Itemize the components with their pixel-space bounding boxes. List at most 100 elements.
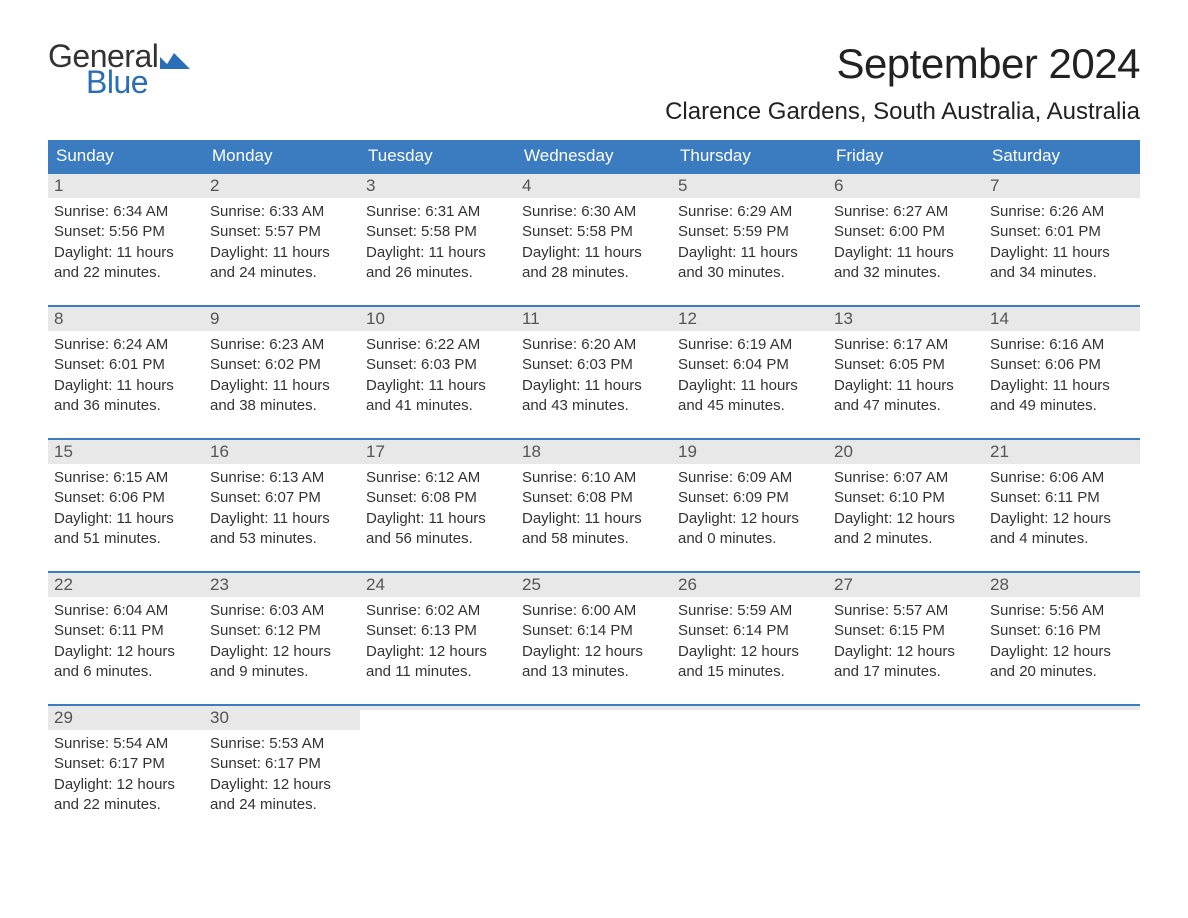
day-cell xyxy=(516,706,672,823)
sunset-line: Sunset: 5:58 PM xyxy=(366,222,510,242)
daynum-row: 20 xyxy=(828,440,984,464)
week-row: 15Sunrise: 6:15 AMSunset: 6:06 PMDayligh… xyxy=(48,438,1140,557)
day-cell xyxy=(672,706,828,823)
sunset-line: Sunset: 6:15 PM xyxy=(834,621,978,641)
day-number: 26 xyxy=(678,575,697,594)
daynum-row: 6 xyxy=(828,174,984,198)
sunset-line: Sunset: 6:08 PM xyxy=(522,488,666,508)
day-number: 3 xyxy=(366,176,375,195)
day-body: Sunrise: 6:06 AMSunset: 6:11 PMDaylight:… xyxy=(984,464,1140,557)
sunrise-line: Sunrise: 6:29 AM xyxy=(678,202,822,222)
sunrise-line: Sunrise: 6:20 AM xyxy=(522,335,666,355)
day-cell xyxy=(360,706,516,823)
dow-saturday: Saturday xyxy=(984,140,1140,172)
day-number: 23 xyxy=(210,575,229,594)
daynum-row: 23 xyxy=(204,573,360,597)
sunrise-line: Sunrise: 6:07 AM xyxy=(834,468,978,488)
day-cell: 11Sunrise: 6:20 AMSunset: 6:03 PMDayligh… xyxy=(516,307,672,424)
week-row: 8Sunrise: 6:24 AMSunset: 6:01 PMDaylight… xyxy=(48,305,1140,424)
day-cell: 17Sunrise: 6:12 AMSunset: 6:08 PMDayligh… xyxy=(360,440,516,557)
flag-icon xyxy=(160,47,190,69)
day-cell: 2Sunrise: 6:33 AMSunset: 5:57 PMDaylight… xyxy=(204,174,360,291)
daynum-row: 30 xyxy=(204,706,360,730)
day-number: 10 xyxy=(366,309,385,328)
daylight-line: Daylight: 11 hours and 49 minutes. xyxy=(990,376,1134,417)
daynum-row: 15 xyxy=(48,440,204,464)
daynum-row: 3 xyxy=(360,174,516,198)
day-cell: 26Sunrise: 5:59 AMSunset: 6:14 PMDayligh… xyxy=(672,573,828,690)
daylight-line: Daylight: 11 hours and 22 minutes. xyxy=(54,243,198,284)
daynum-row: 28 xyxy=(984,573,1140,597)
day-body: Sunrise: 6:03 AMSunset: 6:12 PMDaylight:… xyxy=(204,597,360,690)
day-cell: 29Sunrise: 5:54 AMSunset: 6:17 PMDayligh… xyxy=(48,706,204,823)
day-body: Sunrise: 6:24 AMSunset: 6:01 PMDaylight:… xyxy=(48,331,204,424)
sunrise-line: Sunrise: 6:10 AM xyxy=(522,468,666,488)
location: Clarence Gardens, South Australia, Austr… xyxy=(665,98,1140,126)
sunset-line: Sunset: 6:03 PM xyxy=(522,355,666,375)
day-body: Sunrise: 6:26 AMSunset: 6:01 PMDaylight:… xyxy=(984,198,1140,291)
day-number: 24 xyxy=(366,575,385,594)
day-body: Sunrise: 6:20 AMSunset: 6:03 PMDaylight:… xyxy=(516,331,672,424)
daynum-row: 12 xyxy=(672,307,828,331)
day-number: 8 xyxy=(54,309,63,328)
day-number: 2 xyxy=(210,176,219,195)
day-cell: 13Sunrise: 6:17 AMSunset: 6:05 PMDayligh… xyxy=(828,307,984,424)
sunrise-line: Sunrise: 6:06 AM xyxy=(990,468,1134,488)
sunset-line: Sunset: 6:05 PM xyxy=(834,355,978,375)
day-body: Sunrise: 6:12 AMSunset: 6:08 PMDaylight:… xyxy=(360,464,516,557)
daynum-row: 17 xyxy=(360,440,516,464)
day-body: Sunrise: 6:31 AMSunset: 5:58 PMDaylight:… xyxy=(360,198,516,291)
daynum-row: 22 xyxy=(48,573,204,597)
daylight-line: Daylight: 11 hours and 32 minutes. xyxy=(834,243,978,284)
day-number: 22 xyxy=(54,575,73,594)
daylight-line: Daylight: 12 hours and 22 minutes. xyxy=(54,775,198,816)
day-cell: 23 Sunrise: 6:03 AMSunset: 6:12 PMDayligh… xyxy=(204,573,360,690)
daynum-row: 16 xyxy=(204,440,360,464)
sunrise-line: Sunrise: 6:00 AM xyxy=(522,601,666,621)
sunset-line: Sunset: 6:07 PM xyxy=(210,488,354,508)
day-body: Sunrise: 5:54 AMSunset: 6:17 PMDaylight:… xyxy=(48,730,204,823)
calendar: SundayMondayTuesdayWednesdayThursdayFrid… xyxy=(48,140,1140,823)
sunrise-line: Sunrise: 6:16 AM xyxy=(990,335,1134,355)
sunset-line: Sunset: 6:06 PM xyxy=(990,355,1134,375)
day-cell: 30Sunrise: 5:53 AMSunset: 6:17 PMDayligh… xyxy=(204,706,360,823)
sunrise-line: Sunrise: 6:31 AM xyxy=(366,202,510,222)
day-body: Sunrise: 6:07 AMSunset: 6:10 PMDaylight:… xyxy=(828,464,984,557)
day-number: 9 xyxy=(210,309,219,328)
daynum-row: 10 xyxy=(360,307,516,331)
day-number: 4 xyxy=(522,176,531,195)
day-number: 27 xyxy=(834,575,853,594)
sunrise-line: Sunrise: 6:17 AM xyxy=(834,335,978,355)
day-number: 21 xyxy=(990,442,1009,461)
day-number: 28 xyxy=(990,575,1009,594)
sunrise-line: Sunrise: 6:04 AM xyxy=(54,601,198,621)
sunrise-line: Sunrise: 5:56 AM xyxy=(990,601,1134,621)
day-cell: 18Sunrise: 6:10 AMSunset: 6:08 PMDayligh… xyxy=(516,440,672,557)
daylight-line: Daylight: 11 hours and 28 minutes. xyxy=(522,243,666,284)
daylight-line: Daylight: 12 hours and 2 minutes. xyxy=(834,509,978,550)
sunset-line: Sunset: 6:14 PM xyxy=(678,621,822,641)
daylight-line: Daylight: 12 hours and 20 minutes. xyxy=(990,642,1134,683)
day-body: Sunrise: 6:19 AMSunset: 6:04 PMDaylight:… xyxy=(672,331,828,424)
daynum-row: 24 xyxy=(360,573,516,597)
day-body: Sunrise: 6:23 AMSunset: 6:02 PMDaylight:… xyxy=(204,331,360,424)
sunset-line: Sunset: 6:01 PM xyxy=(54,355,198,375)
day-cell: 16Sunrise: 6:13 AMSunset: 6:07 PMDayligh… xyxy=(204,440,360,557)
daynum-row: 27 xyxy=(828,573,984,597)
day-body: Sunrise: 6:17 AMSunset: 6:05 PMDaylight:… xyxy=(828,331,984,424)
daylight-line: Daylight: 11 hours and 58 minutes. xyxy=(522,509,666,550)
day-body: Sunrise: 5:53 AMSunset: 6:17 PMDaylight:… xyxy=(204,730,360,823)
sunrise-line: Sunrise: 6:24 AM xyxy=(54,335,198,355)
day-body: Sunrise: 6:09 AMSunset: 6:09 PMDaylight:… xyxy=(672,464,828,557)
sunrise-line: Sunrise: 6:30 AM xyxy=(522,202,666,222)
day-body: Sunrise: 5:57 AMSunset: 6:15 PMDaylight:… xyxy=(828,597,984,690)
daylight-line: Daylight: 11 hours and 43 minutes. xyxy=(522,376,666,417)
day-body: Sunrise: 6:04 AMSunset: 6:11 PMDaylight:… xyxy=(48,597,204,690)
daylight-line: Daylight: 12 hours and 24 minutes. xyxy=(210,775,354,816)
daynum-row xyxy=(672,706,828,710)
sunrise-line: Sunrise: 5:53 AM xyxy=(210,734,354,754)
day-number: 5 xyxy=(678,176,687,195)
dow-friday: Friday xyxy=(828,140,984,172)
day-body: Sunrise: 6:00 AMSunset: 6:14 PMDaylight:… xyxy=(516,597,672,690)
daynum-row: 26 xyxy=(672,573,828,597)
